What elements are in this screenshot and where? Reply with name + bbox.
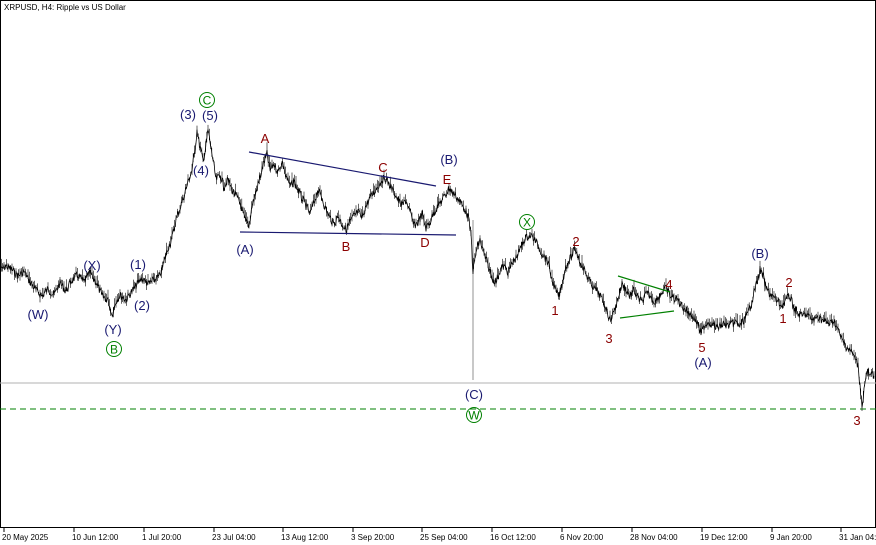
wave-label: (B) <box>440 152 457 167</box>
wave-label: (C) <box>465 387 483 402</box>
wave-label: 3 <box>853 413 860 428</box>
x-tick-label: 10 Jun 12:00 <box>72 533 119 542</box>
wave-label: (1) <box>130 257 146 272</box>
wave-label-circle <box>466 407 482 423</box>
wave-label: (X) <box>83 258 100 273</box>
wave-labels: (W)(X)(Y)B(1)(2)(3)(4)(5)C(A)ABCDE(B)(C)… <box>28 92 861 428</box>
flag-upper-line <box>617 275 671 293</box>
x-tick-label: 25 Sep 04:00 <box>420 533 468 542</box>
wave-label: 2 <box>785 275 792 290</box>
timeframe-label: H4 <box>41 3 53 12</box>
wave-label: W <box>468 409 480 423</box>
wave-label: (4) <box>193 163 209 178</box>
wave-label: (B) <box>751 246 768 261</box>
x-tick-label: 23 Jul 04:00 <box>212 533 256 542</box>
wave-label: (3) <box>180 107 196 122</box>
wave-label: B <box>342 239 351 254</box>
triangle-lower-line <box>239 231 457 236</box>
x-tick-label: 19 Dec 12:00 <box>700 533 748 542</box>
wave-label: (W) <box>28 307 49 322</box>
wave-label: (2) <box>134 298 150 313</box>
x-tick-label: 3 Sep 20:00 <box>351 533 395 542</box>
x-tick-label: 9 Jan 20:00 <box>770 533 812 542</box>
wave-label: X <box>523 216 531 230</box>
wave-label-circle <box>199 92 215 108</box>
price-line <box>0 128 875 408</box>
level-lines <box>0 220 876 410</box>
flag-lower-line <box>619 310 675 319</box>
time-axis: 20 May 2025 10 Jun 12:00 1 Jul 20:00 23 Jul… <box>2 528 876 542</box>
wave-label: (5) <box>202 108 218 123</box>
x-tick-label: 6 Nov 20:00 <box>560 533 604 542</box>
wave-label: C <box>378 160 387 175</box>
trendlines <box>239 151 675 319</box>
wave-label: (A) <box>236 242 253 257</box>
symbol-label: XRPUSD <box>4 3 38 12</box>
wave-label: C <box>203 94 212 108</box>
wave-label: 1 <box>779 311 786 326</box>
wave-label: 5 <box>698 340 705 355</box>
wave-label: (Y) <box>104 322 121 337</box>
description-label: Ripple vs US Dollar <box>56 3 126 12</box>
wave-label: (A) <box>694 355 711 370</box>
x-tick-label: 13 Aug 12:00 <box>281 533 329 542</box>
wave-label: 1 <box>551 303 558 318</box>
wave-label: D <box>420 235 429 250</box>
x-tick-label: 20 May 2025 <box>2 533 49 542</box>
wave-label: 2 <box>572 234 579 249</box>
chart-header: XRPUSD, H4: Ripple vs US Dollar <box>4 3 126 12</box>
wave-label-circle <box>519 214 535 230</box>
x-tick-label: 28 Nov 04:00 <box>630 533 678 542</box>
x-tick-label: 1 Jul 20:00 <box>142 533 182 542</box>
wave-label: 3 <box>605 331 612 346</box>
wave-label: B <box>110 343 118 357</box>
triangle-upper-line <box>248 151 437 187</box>
price-series <box>0 124 875 411</box>
wave-label: A <box>261 131 270 146</box>
x-tick-label: 16 Oct 12:00 <box>490 533 536 542</box>
wave-label: 4 <box>665 277 672 292</box>
x-tick-label: 31 Jan 04:00 <box>839 533 876 542</box>
wave-label-circle <box>106 341 122 357</box>
wave-label: E <box>443 172 452 187</box>
